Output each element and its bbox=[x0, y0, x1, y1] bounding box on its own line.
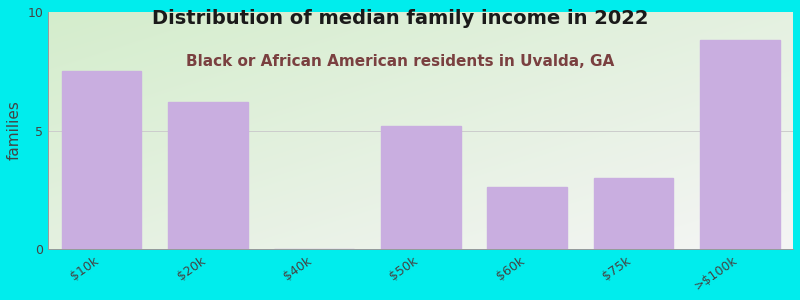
Text: Black or African American residents in Uvalda, GA: Black or African American residents in U… bbox=[186, 54, 614, 69]
Bar bbox=[62, 71, 142, 249]
Bar bbox=[594, 178, 674, 249]
Bar bbox=[168, 102, 248, 249]
Bar bbox=[487, 188, 567, 249]
Y-axis label: families: families bbox=[7, 100, 22, 160]
Text: Distribution of median family income in 2022: Distribution of median family income in … bbox=[152, 9, 648, 28]
Bar bbox=[381, 126, 461, 249]
Bar bbox=[700, 40, 780, 249]
